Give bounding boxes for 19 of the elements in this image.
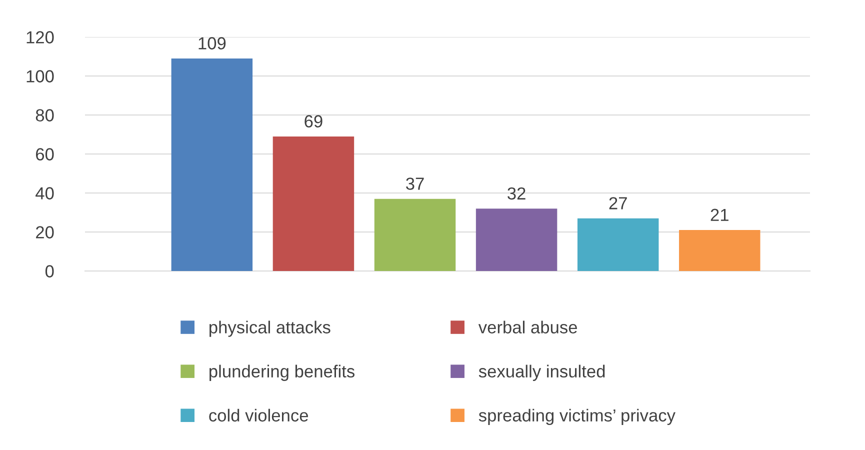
- data-label: 109: [198, 37, 226, 50]
- legend-label: plundering benefits: [210, 364, 354, 381]
- y-tick-label: 0: [45, 265, 54, 278]
- legend-label: spreading victims’ privacy: [478, 408, 676, 426]
- data-label: 69: [304, 115, 322, 128]
- y-tick-label: 20: [36, 226, 54, 238]
- y-tick-label: 80: [36, 109, 54, 122]
- data-label: 27: [609, 197, 627, 210]
- y-tick-label: 120: [26, 31, 54, 44]
- y-tick-label: 40: [36, 187, 54, 200]
- y-tick-label: 100: [26, 70, 54, 82]
- data-label: 21: [710, 208, 728, 221]
- legend-label: cold violence: [209, 408, 308, 422]
- data-label: 32: [508, 187, 526, 200]
- data-label: 37: [406, 178, 424, 190]
- y-tick-label: 60: [36, 148, 54, 160]
- legend-label: sexually insulted: [478, 364, 605, 381]
- legend-label: physical attacks: [210, 320, 330, 337]
- legend-label: verbal abuse: [478, 320, 578, 334]
